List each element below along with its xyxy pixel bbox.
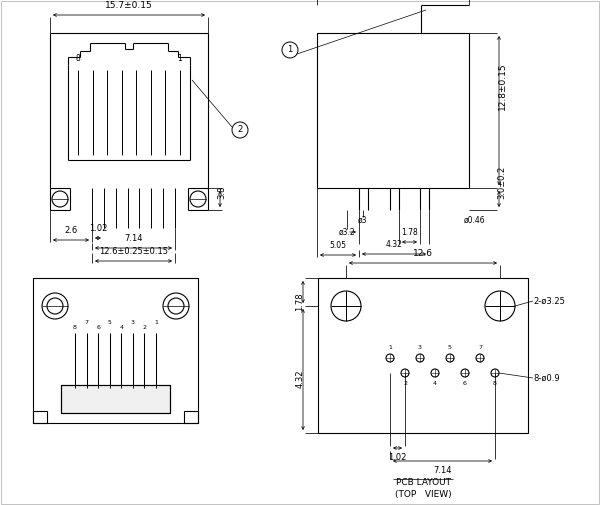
Bar [184,411,198,423]
Text: 4.32: 4.32 [296,370,305,388]
Text: 1.02: 1.02 [89,224,107,233]
Text: 6: 6 [463,381,467,386]
Text: 3: 3 [131,320,135,325]
Text: 7.14: 7.14 [124,234,143,243]
Text: 2-ø3.25: 2-ø3.25 [533,296,565,306]
Text: 2: 2 [238,126,242,134]
Text: 7.14: 7.14 [433,466,452,475]
Text: 1: 1 [178,54,182,63]
Bar [61,385,170,413]
Bar [317,33,469,188]
Bar [33,278,198,423]
Text: ø3.2: ø3.2 [338,227,355,236]
Bar [33,411,47,423]
Text: 1: 1 [154,320,158,325]
Text: (TOP   VIEW): (TOP VIEW) [395,490,451,499]
Text: 5: 5 [448,345,452,350]
Text: 2.6: 2.6 [64,226,77,235]
Text: 1.78: 1.78 [296,292,305,311]
Text: 12.8±0.15: 12.8±0.15 [497,63,506,111]
Text: PCB LAYOUT: PCB LAYOUT [395,478,451,487]
Text: 8: 8 [493,381,497,386]
Text: 7: 7 [478,345,482,350]
Text: 8-ø0.9: 8-ø0.9 [533,374,560,382]
Text: 8: 8 [73,325,77,330]
Text: 2: 2 [403,381,407,386]
Text: 4: 4 [433,381,437,386]
Text: 3.8: 3.8 [218,186,227,199]
Text: 1: 1 [287,45,293,55]
Bar [61,385,170,413]
Text: 1.78: 1.78 [401,228,418,237]
Text: 12.6: 12.6 [413,249,433,258]
Text: 5.05: 5.05 [329,241,347,250]
Text: 5: 5 [108,320,112,325]
Text: 12.6±0.25±0.15: 12.6±0.25±0.15 [99,247,168,256]
Text: 2: 2 [142,325,146,330]
Text: 3.0±0.2: 3.0±0.2 [497,166,506,199]
Text: ø0.46: ø0.46 [464,216,485,225]
Text: ø3: ø3 [358,216,368,225]
Text: 15.7±0.15: 15.7±0.15 [105,1,153,10]
Bar [318,278,528,433]
Text: 1: 1 [388,345,392,350]
Text: 1.02: 1.02 [388,453,407,462]
Text: 3: 3 [418,345,422,350]
Text: 8: 8 [76,54,80,63]
Text: 7: 7 [85,320,89,325]
Text: 6: 6 [96,325,100,330]
Text: 4.32: 4.32 [386,240,403,249]
Text: 4: 4 [119,325,123,330]
